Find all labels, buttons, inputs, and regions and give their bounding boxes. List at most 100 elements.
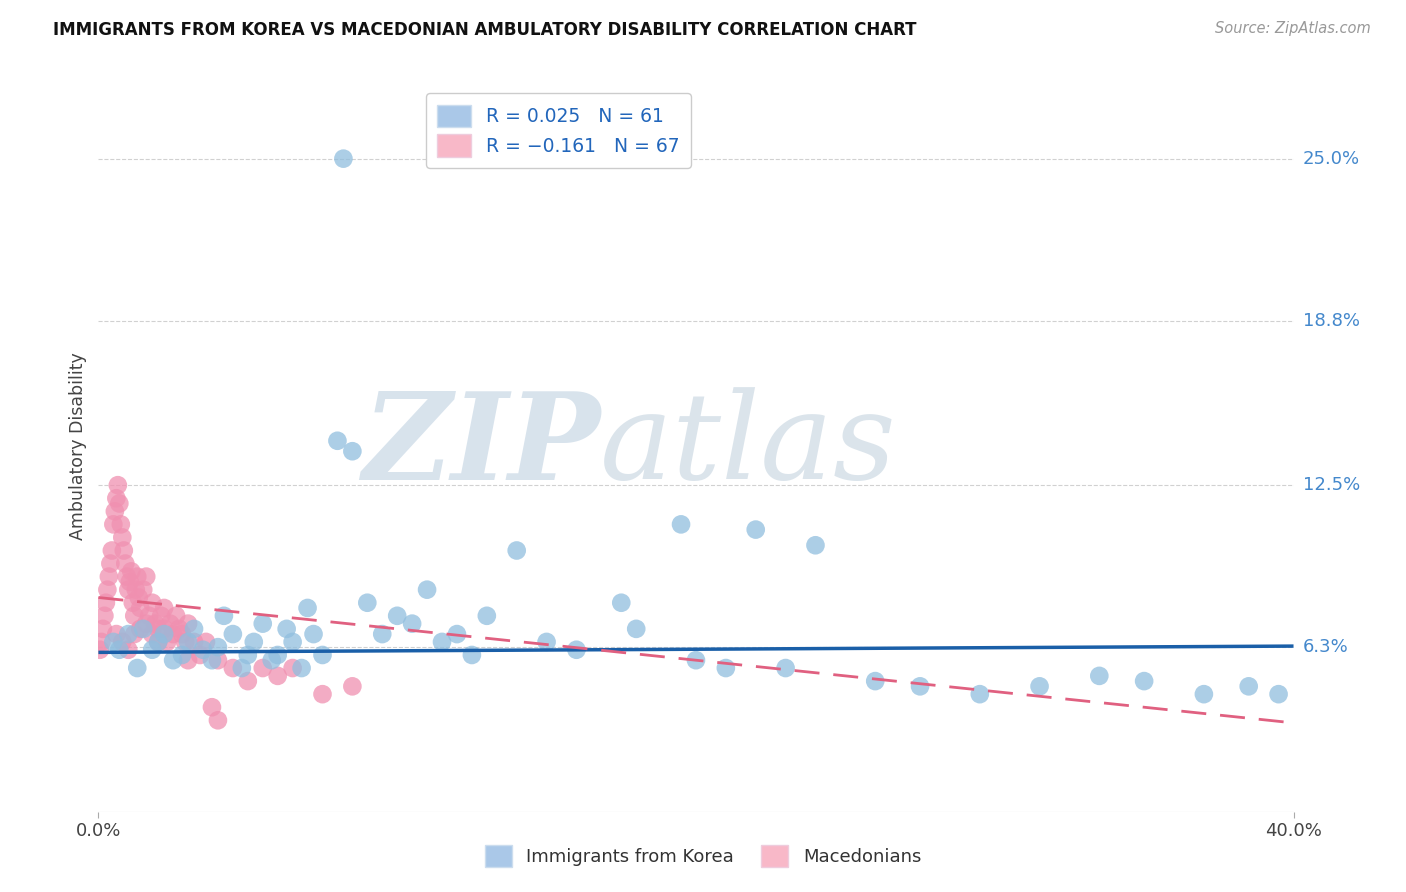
- Point: [908, 679, 931, 693]
- Point: [311, 648, 333, 662]
- Point: [138, 608, 160, 623]
- Point: [207, 640, 229, 655]
- Point: [96, 582, 118, 597]
- Point: [183, 622, 205, 636]
- Point: [97, 569, 120, 583]
- Point: [105, 491, 128, 506]
- Point: [969, 687, 991, 701]
- Point: [132, 582, 155, 597]
- Point: [128, 591, 150, 605]
- Point: [150, 608, 173, 623]
- Point: [291, 661, 314, 675]
- Point: [714, 661, 737, 675]
- Point: [115, 569, 138, 583]
- Point: [685, 653, 707, 667]
- Point: [120, 565, 142, 579]
- Point: [167, 622, 190, 636]
- Point: [177, 635, 200, 649]
- Point: [148, 622, 170, 636]
- Point: [201, 700, 224, 714]
- Point: [1028, 679, 1050, 693]
- Point: [174, 635, 197, 649]
- Legend: R = 0.025   N = 61, R = −0.161   N = 67: R = 0.025 N = 61, R = −0.161 N = 67: [426, 94, 690, 168]
- Point: [183, 635, 205, 649]
- Point: [371, 627, 394, 641]
- Point: [141, 642, 163, 657]
- Point: [162, 627, 184, 641]
- Point: [118, 574, 141, 589]
- Point: [162, 653, 184, 667]
- Point: [111, 635, 134, 649]
- Point: [101, 543, 124, 558]
- Point: [153, 601, 176, 615]
- Point: [103, 517, 125, 532]
- Point: [129, 622, 152, 636]
- Point: [342, 444, 364, 458]
- Point: [626, 622, 648, 636]
- Point: [356, 596, 378, 610]
- Point: [252, 616, 274, 631]
- Point: [342, 679, 364, 693]
- Point: [302, 627, 325, 641]
- Point: [1133, 674, 1156, 689]
- Point: [148, 635, 170, 649]
- Point: [281, 635, 304, 649]
- Point: [222, 627, 245, 641]
- Point: [107, 478, 129, 492]
- Point: [165, 608, 187, 623]
- Point: [236, 674, 259, 689]
- Text: 18.8%: 18.8%: [1303, 311, 1360, 330]
- Point: [260, 653, 283, 667]
- Point: [243, 635, 266, 649]
- Point: [98, 557, 122, 571]
- Point: [104, 504, 127, 518]
- Legend: Immigrants from Korea, Macedonians: Immigrants from Korea, Macedonians: [478, 838, 928, 874]
- Point: [775, 661, 797, 675]
- Point: [111, 530, 134, 544]
- Point: [117, 642, 139, 657]
- Point: [191, 642, 214, 657]
- Point: [416, 582, 439, 597]
- Point: [1192, 687, 1215, 701]
- Point: [105, 627, 128, 641]
- Point: [865, 674, 887, 689]
- Point: [201, 653, 224, 667]
- Point: [401, 616, 423, 631]
- Point: [135, 616, 157, 631]
- Point: [669, 517, 692, 532]
- Point: [267, 669, 290, 683]
- Point: [124, 627, 146, 641]
- Point: [195, 635, 218, 649]
- Point: [125, 582, 148, 597]
- Point: [188, 648, 211, 662]
- Point: [121, 596, 143, 610]
- Point: [117, 627, 139, 641]
- Point: [332, 152, 354, 166]
- Point: [177, 616, 200, 631]
- Point: [207, 714, 229, 728]
- Text: 25.0%: 25.0%: [1303, 150, 1360, 168]
- Text: Source: ZipAtlas.com: Source: ZipAtlas.com: [1215, 21, 1371, 36]
- Point: [297, 601, 319, 615]
- Text: 12.5%: 12.5%: [1303, 476, 1361, 494]
- Point: [236, 648, 259, 662]
- Point: [127, 569, 149, 583]
- Point: [506, 543, 529, 558]
- Point: [135, 569, 157, 583]
- Point: [1237, 679, 1260, 693]
- Point: [103, 635, 125, 649]
- Point: [129, 601, 152, 615]
- Point: [159, 616, 181, 631]
- Point: [110, 517, 132, 532]
- Point: [127, 661, 149, 675]
- Point: [108, 496, 131, 510]
- Point: [156, 635, 179, 649]
- Point: [94, 596, 117, 610]
- Point: [141, 596, 163, 610]
- Point: [222, 661, 245, 675]
- Point: [267, 648, 290, 662]
- Text: ZIP: ZIP: [363, 387, 600, 505]
- Point: [252, 661, 274, 675]
- Point: [108, 642, 131, 657]
- Point: [141, 627, 163, 641]
